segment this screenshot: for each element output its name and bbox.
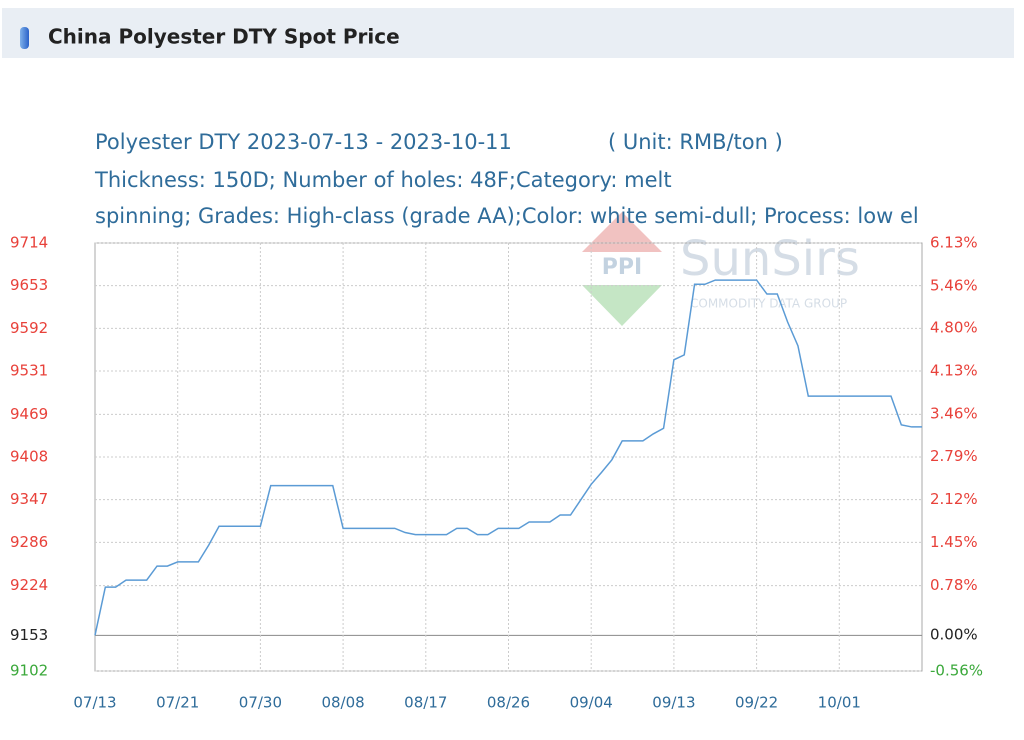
y-tick-label: 9153	[10, 626, 48, 644]
y-tick-label: 9347	[10, 490, 48, 508]
chart-subtitle: Thickness: 150D; Number of holes: 48F;Ca…	[94, 168, 672, 192]
y2-tick-label: 6.13%	[930, 234, 978, 252]
y-tick-label: 9224	[10, 576, 48, 594]
y2-tick-label: 5.46%	[930, 276, 978, 294]
y2-tick-label: 2.12%	[930, 490, 978, 508]
x-tick-label: 08/17	[404, 694, 447, 712]
header-icon	[20, 27, 29, 49]
x-tick-label: 10/01	[818, 694, 861, 712]
header-title: China Polyester DTY Spot Price	[48, 25, 400, 49]
x-tick-label: 08/26	[487, 694, 530, 712]
chart-subtitle: spinning; Grades: High-class (grade AA);…	[95, 204, 919, 228]
header-bar	[2, 8, 1014, 58]
x-tick-label: 09/22	[735, 694, 778, 712]
x-tick-label: 07/21	[156, 694, 199, 712]
x-tick-label: 07/13	[73, 694, 116, 712]
y2-tick-label: 0.78%	[930, 576, 978, 594]
x-tick-label: 09/04	[570, 694, 613, 712]
watermark-bottom	[582, 285, 662, 326]
y-tick-label: 9531	[10, 361, 48, 379]
y2-tick-label: 1.45%	[930, 533, 978, 551]
chart-unit: ( Unit: RMB/ton )	[608, 130, 783, 154]
x-tick-label: 07/30	[239, 694, 282, 712]
watermark-tagline: COMMODITY DATA GROUP	[690, 297, 847, 311]
watermark-brand: SunSirs	[680, 231, 860, 287]
y2-tick-label: 2.79%	[930, 447, 978, 465]
watermark-top	[582, 212, 662, 252]
x-tick-label: 09/13	[652, 694, 695, 712]
y-tick-label: 9469	[10, 405, 48, 423]
x-tick-label: 08/08	[321, 694, 364, 712]
y-tick-label: 9592	[10, 319, 48, 337]
y2-tick-label: 4.80%	[930, 319, 978, 337]
y-tick-label: 9102	[10, 662, 48, 680]
y2-tick-label: 0.00%	[930, 626, 978, 644]
y-tick-label: 9286	[10, 533, 48, 551]
y-tick-label: 9408	[10, 448, 48, 466]
y2-tick-label: 4.13%	[930, 361, 978, 379]
series-line	[94, 279, 922, 636]
y2-tick-label: -0.56%	[930, 662, 983, 680]
chart-title: Polyester DTY 2023-07-13 - 2023-10-11	[95, 130, 512, 154]
y2-tick-label: 3.46%	[930, 404, 978, 422]
y-tick-label: 9653	[10, 276, 48, 294]
y-tick-label: 9714	[10, 234, 48, 252]
watermark: PPI SunSirs COMMODITY DATA GROUP	[582, 212, 860, 326]
watermark-mark: PPI	[602, 255, 642, 280]
